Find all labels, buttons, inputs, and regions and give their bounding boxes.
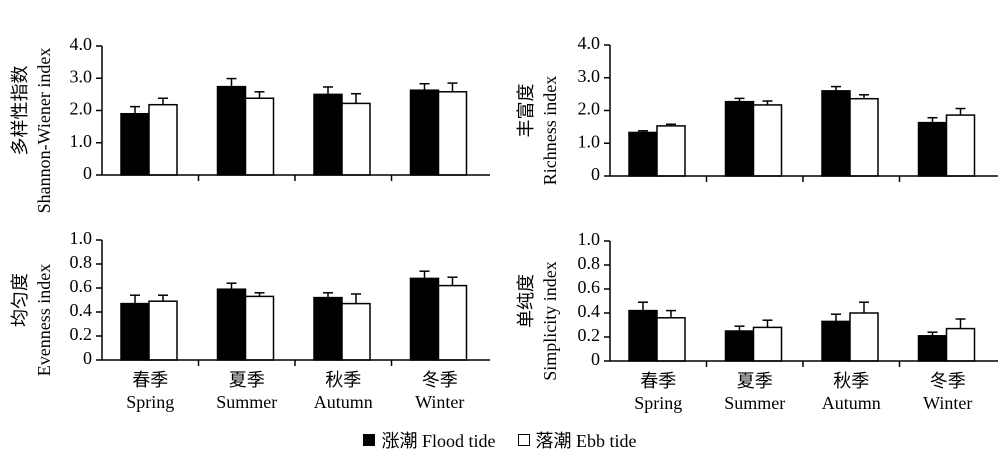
bar-flood-winter (917, 335, 948, 362)
bar-ebb-spring (656, 317, 686, 362)
y-tick-label: 0.2 (578, 325, 601, 345)
bar-ebb-winter (437, 284, 468, 361)
bar-ebb-autumn (849, 312, 879, 362)
bar-ebb-summer (244, 97, 275, 176)
legend-label-flood: 涨潮 Flood tide (381, 431, 496, 451)
y-tick-label: 4.0 (70, 34, 93, 54)
legend-swatch-ebb (517, 434, 530, 446)
legend-label-ebb: 落潮 Ebb tide (535, 431, 637, 451)
y-axis-title-cn: 均匀度 (10, 273, 30, 327)
y-tick-label: 0.4 (70, 300, 93, 320)
bar-flood-autumn (821, 320, 851, 362)
bar-ebb-spring (656, 125, 686, 177)
bar-ebb-summer (244, 295, 275, 361)
bar-flood-autumn (313, 296, 343, 361)
y-axis-title-en: Evenness index (34, 264, 54, 376)
x-tick-label-en: Summer (216, 392, 277, 412)
bar-flood-winter (409, 277, 440, 361)
bar-flood-winter (917, 121, 948, 177)
bar-ebb-summer (752, 104, 783, 177)
bar-flood-spring (120, 112, 150, 176)
y-axis-title-en: Shannon-Wiener index (34, 48, 54, 214)
y-tick-label: 1.0 (578, 131, 601, 151)
x-tick-label-cn: 秋季 (833, 371, 869, 391)
x-tick-label-en: Autumn (822, 393, 881, 413)
bar-ebb-winter (945, 327, 976, 362)
chart-panel-1: 多样性指数 Shannon-Wiener index 4.0 3.0 2.0 1.0 0 (10, 34, 490, 213)
x-tick-label-en: Summer (724, 393, 785, 413)
y-tick-label: 3.0 (70, 66, 93, 86)
bar-flood-spring (628, 309, 658, 362)
y-tick-label: 0.6 (578, 277, 601, 297)
y-axis-title-en: Richness index (540, 76, 560, 186)
x-tick-label-cn: 春季 (640, 371, 676, 391)
x-tick-label-en: Spring (634, 393, 682, 413)
x-tick-label-en: Autumn (314, 392, 373, 412)
bar-flood-winter (409, 89, 440, 176)
x-tick-label-en: Winter (415, 392, 464, 412)
bar-flood-summer (216, 85, 247, 176)
bar-ebb-winter (437, 91, 468, 176)
x-tick-label-en: Winter (923, 393, 972, 413)
bar-ebb-spring (148, 103, 178, 176)
y-tick-label: 4.0 (578, 33, 601, 53)
x-tick-label-cn: 秋季 (325, 370, 361, 390)
bar-ebb-winter (945, 114, 976, 177)
legend-item-flood: 涨潮 Flood tide (363, 427, 496, 453)
x-tick-label-cn: 夏季 (229, 370, 265, 390)
bar-flood-summer (216, 288, 247, 361)
y-tick-label: 0 (83, 348, 92, 368)
y-axis-title-en: Simplicity index (540, 261, 560, 381)
y-tick-label: 1.0 (70, 228, 93, 248)
y-axis-title-cn: 多样性指数 (10, 66, 30, 156)
bar-flood-spring (628, 131, 658, 177)
x-tick-label-cn: 冬季 (422, 370, 458, 390)
bar-flood-autumn (313, 93, 343, 176)
y-axis-title-cn: 单纯度 (516, 274, 536, 328)
y-tick-label: 0.8 (578, 253, 601, 273)
x-tick-label-cn: 夏季 (737, 371, 773, 391)
bar-ebb-autumn (341, 302, 371, 361)
y-tick-label: 2.0 (70, 99, 93, 119)
x-tick-label-en: Spring (126, 392, 174, 412)
bar-flood-autumn (821, 90, 851, 177)
bar-ebb-summer (752, 326, 783, 362)
figure-canvas: 多样性指数 Shannon-Wiener index4.03.02.01.00丰富… (10, 33, 998, 413)
legend-swatch-flood (363, 434, 376, 446)
y-tick-label: 0.2 (70, 324, 93, 344)
bar-flood-summer (724, 330, 755, 362)
chart-panel-4: 单纯度 Simplicity index 1.0 0.8 0.6 0.4 0.2 0 春季Spr… (516, 229, 998, 413)
bar-ebb-autumn (849, 97, 879, 177)
bar-flood-summer (724, 100, 755, 177)
bar-flood-spring (120, 302, 150, 361)
y-tick-label: 0 (83, 163, 92, 183)
y-tick-label: 3.0 (578, 66, 601, 86)
chart-panel-3: 均匀度 Evenness index 1.0 0.8 0.6 0.4 0.2 0 春季Sprin… (10, 228, 490, 412)
bar-ebb-spring (148, 300, 178, 361)
y-tick-label: 1.0 (70, 131, 93, 151)
y-tick-label: 0 (591, 164, 600, 184)
y-tick-label: 2.0 (578, 99, 601, 119)
legend-item-ebb: 落潮 Ebb tide (517, 427, 637, 453)
y-tick-label: 1.0 (578, 229, 601, 249)
y-tick-label: 0.4 (578, 301, 601, 321)
y-tick-label: 0.6 (70, 276, 93, 296)
y-axis-title-cn: 丰富度 (516, 84, 536, 138)
x-tick-label-cn: 春季 (132, 370, 168, 390)
x-tick-label-cn: 冬季 (930, 371, 966, 391)
bar-ebb-autumn (341, 102, 371, 176)
y-tick-label: 0.8 (70, 252, 93, 272)
legend: 涨潮 Flood tide 落潮 Ebb tide (0, 426, 1000, 454)
y-tick-label: 0 (591, 349, 600, 369)
chart-panel-2: 丰富度 Richness index 4.0 3.0 2.0 1.0 0 (516, 33, 998, 185)
